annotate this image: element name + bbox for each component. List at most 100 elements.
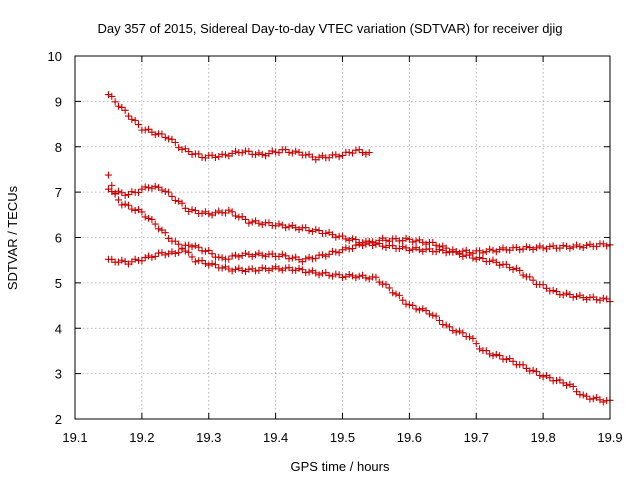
- data-point: [285, 148, 293, 156]
- data-point: [295, 226, 303, 234]
- data-point: [325, 250, 333, 258]
- data-point: [342, 235, 350, 243]
- data-point: [486, 350, 494, 358]
- data-point: [258, 221, 266, 229]
- data-point: [158, 130, 166, 138]
- data-point: [576, 243, 584, 251]
- chart-title: Day 357 of 2015, Sidereal Day-to-day VTE…: [97, 21, 562, 36]
- data-point: [482, 347, 490, 355]
- data-point: [492, 350, 500, 358]
- data-point: [175, 249, 183, 257]
- data-point: [191, 242, 199, 250]
- data-point: [325, 271, 333, 279]
- data-point: [486, 245, 494, 253]
- data-point: [402, 234, 410, 242]
- data-point: [546, 374, 554, 382]
- y-tick-label: 7: [55, 185, 62, 200]
- y-tick-label: 10: [48, 49, 62, 64]
- data-point: [355, 146, 363, 154]
- data-point: [111, 190, 119, 198]
- data-point: [593, 296, 601, 304]
- y-tick-label: 6: [55, 231, 62, 246]
- data-point: [422, 307, 430, 315]
- axis-ticks: 19.1 19.2 19.3 19.4 19.5 19.6 19.7 19.8 19.9 2 3 4 5…: [48, 49, 623, 445]
- data-point: [201, 247, 209, 255]
- data-point: [476, 345, 484, 353]
- data-point: [456, 327, 464, 335]
- data-point: [168, 192, 176, 200]
- data-point: [432, 241, 440, 249]
- data-point: [125, 112, 132, 120]
- data-point: [118, 103, 126, 111]
- x-tick-label: 19.9: [597, 430, 622, 445]
- data-point: [171, 196, 179, 204]
- data-point: [469, 334, 477, 342]
- data-point: [121, 191, 129, 199]
- x-tick-label: 19.3: [196, 430, 221, 445]
- series-1: [104, 91, 373, 164]
- data-point: [302, 269, 310, 277]
- data-point: [466, 333, 474, 341]
- data-point: [292, 147, 300, 155]
- data-point: [215, 253, 223, 261]
- data-point: [292, 266, 300, 274]
- data-point: [308, 227, 316, 235]
- data-point: [425, 310, 433, 318]
- data-point: [312, 226, 320, 234]
- data-point: [349, 235, 357, 243]
- data-point: [104, 171, 112, 179]
- data-point: [362, 274, 370, 282]
- data-point: [583, 392, 591, 400]
- data-point: [539, 244, 547, 252]
- data-point: [419, 305, 427, 313]
- data-point: [218, 254, 226, 262]
- data-point: [161, 187, 169, 195]
- data-point: [208, 250, 216, 258]
- data-point: [228, 208, 236, 216]
- data-point: [295, 265, 303, 273]
- data-point: [308, 255, 316, 263]
- data-point: [532, 368, 540, 376]
- data-point: [516, 266, 524, 274]
- data-point: [225, 206, 233, 214]
- data-point: [252, 151, 260, 159]
- data-point: [459, 329, 467, 337]
- data-point: [569, 293, 577, 301]
- data-point: [415, 246, 423, 254]
- data-point: [429, 311, 437, 319]
- data-point: [128, 205, 136, 213]
- data-point: [589, 395, 597, 403]
- data-point: [245, 219, 253, 227]
- data-point: [285, 223, 293, 231]
- data-point: [138, 257, 146, 265]
- data-point: [232, 147, 239, 155]
- data-point: [529, 366, 537, 374]
- y-tick-label: 5: [55, 276, 62, 291]
- data-point: [185, 248, 193, 256]
- x-tick-label: 19.8: [530, 430, 555, 445]
- data-point: [389, 289, 397, 297]
- data-point: [118, 201, 126, 209]
- data-point: [228, 267, 236, 275]
- data-point: [148, 215, 156, 223]
- data-point: [198, 209, 206, 217]
- data-point: [215, 207, 223, 215]
- data-point: [569, 382, 577, 390]
- data-point: [442, 321, 450, 329]
- data-point: [145, 252, 153, 260]
- data-point: [165, 188, 173, 196]
- x-tick-label: 19.7: [464, 430, 489, 445]
- data-point: [128, 115, 136, 123]
- data-point: [352, 241, 360, 249]
- data-point: [359, 242, 367, 250]
- data-point: [191, 207, 199, 215]
- data-point: [151, 131, 159, 139]
- data-point: [549, 286, 557, 294]
- data-point: [395, 291, 403, 299]
- data-point: [402, 300, 410, 308]
- data-point: [141, 183, 149, 191]
- data-point: [135, 121, 143, 129]
- data-point: [125, 201, 132, 209]
- data-point: [211, 153, 219, 161]
- data-point: [198, 257, 206, 265]
